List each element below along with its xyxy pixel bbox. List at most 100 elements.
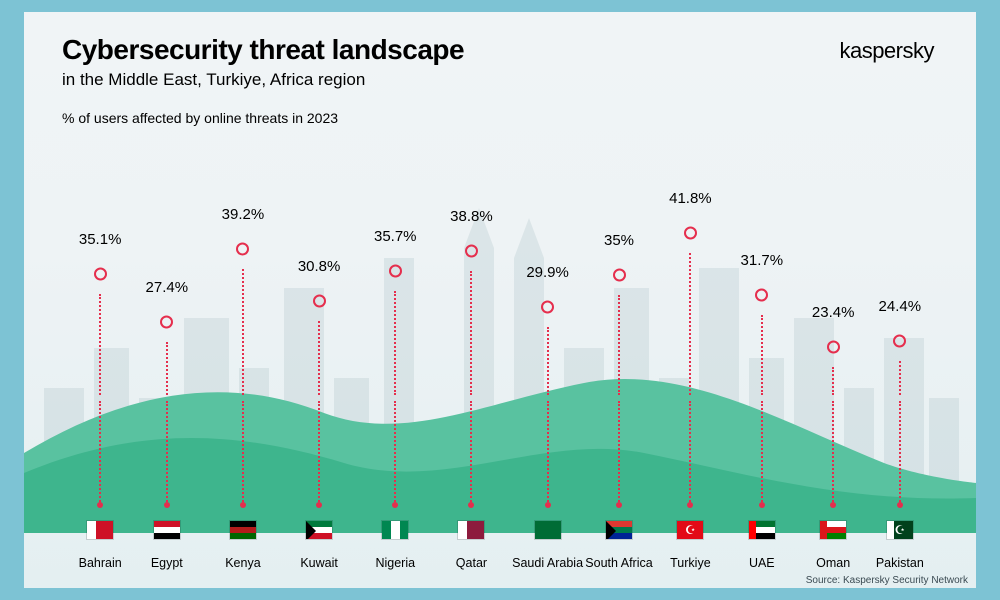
base-dot (897, 502, 903, 508)
stem-upper (899, 361, 901, 395)
value-label: 29.9% (526, 264, 569, 287)
chart-title: Cybersecurity threat landscape (62, 34, 938, 66)
country-label: Turkiye (650, 556, 730, 570)
stem-lower (242, 401, 244, 505)
data-point-uae: 31.7%UAE (733, 140, 791, 570)
country-label: Kuwait (279, 556, 359, 570)
value-label: 24.4% (879, 298, 922, 321)
country-label: Kenya (203, 556, 283, 570)
value-label: 31.7% (741, 252, 784, 275)
stem-lower (470, 401, 472, 505)
kenya-flag-icon (229, 520, 257, 540)
chart-subtitle: in the Middle East, Turkiye, Africa regi… (62, 70, 938, 90)
country-label: Qatar (431, 556, 511, 570)
stem-lower (761, 401, 763, 505)
data-point-pakistan: 24.4%☪Pakistan (871, 140, 929, 570)
country-label: UAE (722, 556, 802, 570)
country-label: Egypt (127, 556, 207, 570)
data-point-egypt: 27.4%Egypt (138, 140, 196, 570)
data-point-turkiye: 41.8%☪Turkiye (661, 140, 719, 570)
stem-lower (394, 401, 396, 505)
data-point-qatar: 38.8%Qatar (442, 140, 500, 570)
value-label: 23.4% (812, 304, 855, 327)
data-point-kenya: 39.2%Kenya (214, 140, 272, 570)
value-marker (827, 340, 840, 353)
base-dot (97, 502, 103, 508)
stem-upper (689, 253, 691, 395)
value-marker (684, 226, 697, 239)
value-label: 41.8% (669, 190, 712, 213)
qatar-flag-icon (457, 520, 485, 540)
stem-lower (318, 401, 320, 505)
base-dot (392, 502, 398, 508)
value-label: 35.1% (79, 231, 122, 254)
chart-canvas: Cybersecurity threat landscape in the Mi… (24, 12, 976, 588)
base-dot (687, 502, 693, 508)
value-label: 30.8% (298, 258, 341, 281)
brand-logo: kaspersky (839, 38, 934, 64)
stem-upper (470, 271, 472, 395)
stem-lower (547, 401, 549, 505)
value-marker (893, 334, 906, 347)
base-dot (164, 502, 170, 508)
stem-lower (166, 401, 168, 505)
pakistan-flag-icon: ☪ (886, 520, 914, 540)
base-dot (616, 502, 622, 508)
stem-lower (832, 401, 834, 505)
stem-upper (318, 321, 320, 395)
bahrain-flag-icon (86, 520, 114, 540)
data-series-area: 35.1%Bahrain27.4%Egypt39.2%Kenya30.8%Kuw… (24, 140, 976, 570)
value-label: 27.4% (146, 279, 189, 302)
base-dot (830, 502, 836, 508)
country-label: Pakistan (860, 556, 940, 570)
stem-upper (761, 315, 763, 395)
base-dot (759, 502, 765, 508)
data-point-nigeria: 35.7%Nigeria (366, 140, 424, 570)
value-marker (389, 264, 402, 277)
source-attribution: Source: Kaspersky Security Network (806, 575, 968, 586)
value-marker (313, 295, 326, 308)
country-label: Saudi Arabia (508, 556, 588, 570)
uae-flag-icon (748, 520, 776, 540)
data-point-southafrica: 35%South Africa (590, 140, 648, 570)
stem-upper (547, 327, 549, 395)
data-point-saudi: 29.9%Saudi Arabia (519, 140, 577, 570)
stem-lower (689, 401, 691, 505)
stem-upper (99, 294, 101, 395)
stem-upper (394, 291, 396, 395)
value-label: 39.2% (222, 206, 265, 229)
value-marker (465, 245, 478, 258)
southafrica-flag-icon (605, 520, 633, 540)
value-marker (236, 242, 249, 255)
value-marker (613, 269, 626, 282)
stem-lower (618, 401, 620, 505)
stem-upper (832, 367, 834, 395)
kuwait-flag-icon (305, 520, 333, 540)
stem-lower (99, 401, 101, 505)
value-marker (160, 316, 173, 329)
data-point-bahrain: 35.1%Bahrain (71, 140, 129, 570)
value-label: 35.7% (374, 228, 417, 251)
stem-upper (242, 269, 244, 395)
base-dot (545, 502, 551, 508)
data-point-kuwait: 30.8%Kuwait (290, 140, 348, 570)
value-marker (541, 300, 554, 313)
country-label: Nigeria (355, 556, 435, 570)
value-label: 38.8% (450, 208, 493, 231)
value-marker (755, 289, 768, 302)
data-point-oman: 23.4%Oman (804, 140, 862, 570)
saudi-flag-icon (534, 520, 562, 540)
chart-metric: % of users affected by online threats in… (62, 110, 938, 126)
value-label: 35% (604, 232, 634, 255)
egypt-flag-icon (153, 520, 181, 540)
outer-frame: Cybersecurity threat landscape in the Mi… (0, 0, 1000, 600)
stem-upper (618, 295, 620, 395)
chart-header: Cybersecurity threat landscape in the Mi… (62, 34, 938, 126)
base-dot (316, 502, 322, 508)
stem-lower (899, 401, 901, 505)
turkiye-flag-icon: ☪ (676, 520, 704, 540)
base-dot (468, 502, 474, 508)
country-label: South Africa (579, 556, 659, 570)
oman-flag-icon (819, 520, 847, 540)
base-dot (240, 502, 246, 508)
